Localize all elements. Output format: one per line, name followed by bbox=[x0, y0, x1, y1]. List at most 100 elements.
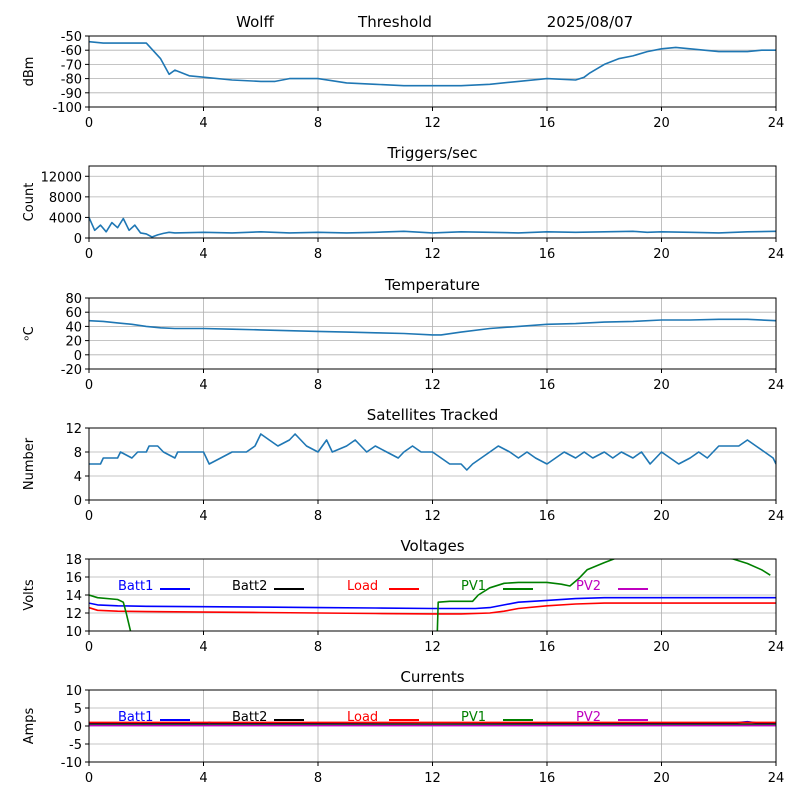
y-axis-label: Amps bbox=[22, 707, 37, 744]
y-tick-label: 18 bbox=[65, 553, 82, 568]
y-tick-label: 10 bbox=[65, 684, 82, 699]
y-tick-label: 12000 bbox=[41, 170, 82, 185]
x-tick-label: 8 bbox=[314, 640, 322, 655]
series-line-0 bbox=[89, 40, 776, 87]
y-tick-label: 0 bbox=[74, 720, 82, 735]
series-line-batt1 bbox=[89, 596, 776, 610]
y-tick-label: -60 bbox=[61, 44, 82, 59]
y-tick-label: 16 bbox=[65, 571, 82, 586]
x-tick-label: 20 bbox=[653, 640, 670, 655]
series-group bbox=[89, 433, 776, 471]
x-tick-label: 20 bbox=[653, 116, 670, 131]
y-tick-label: -50 bbox=[61, 30, 82, 45]
x-tick-label: 12 bbox=[424, 640, 441, 655]
x-tick-label: 8 bbox=[314, 116, 322, 131]
x-tick-label: 20 bbox=[653, 378, 670, 393]
y-tick-label: 20 bbox=[65, 335, 82, 350]
y-axis-label: Volts bbox=[22, 579, 37, 611]
chart-panel-4: 0 4 8 12 16 20 24 10 12 14 16 18 Voltages Volts Batt1 B… bbox=[22, 537, 784, 655]
series-line-0 bbox=[89, 217, 776, 238]
x-tick-label: 8 bbox=[314, 247, 322, 262]
legend-label-pv1: PV1 bbox=[461, 579, 486, 594]
x-tick-label: 12 bbox=[424, 247, 441, 262]
y-tick-label: -80 bbox=[61, 73, 82, 88]
y-tick-label: -100 bbox=[52, 101, 82, 116]
x-tick-label: 20 bbox=[653, 247, 670, 262]
legend-label-batt2: Batt2 bbox=[232, 710, 267, 725]
x-tick-label: 16 bbox=[539, 771, 556, 786]
series-group bbox=[89, 559, 776, 631]
x-tick-label: 8 bbox=[314, 771, 322, 786]
y-tick-label: -10 bbox=[61, 756, 82, 771]
x-tick-label: 4 bbox=[199, 247, 207, 262]
y-tick-label: 8 bbox=[74, 446, 82, 461]
series-group bbox=[89, 40, 776, 87]
x-tick-label: 4 bbox=[199, 771, 207, 786]
series-line-pv1 bbox=[89, 559, 771, 631]
legend-label-batt1: Batt1 bbox=[118, 710, 153, 725]
series-line-0 bbox=[89, 433, 776, 471]
header-station: Wolff bbox=[236, 13, 274, 31]
x-tick-label: 16 bbox=[539, 116, 556, 131]
series-line-load bbox=[89, 602, 776, 615]
y-tick-label: 12 bbox=[65, 607, 82, 622]
y-axis-label: Number bbox=[22, 437, 37, 490]
x-tick-label: 12 bbox=[424, 116, 441, 131]
y-tick-label: 4000 bbox=[49, 211, 82, 226]
x-tick-label: 16 bbox=[539, 509, 556, 524]
y-axis-label: ᵒC bbox=[22, 326, 37, 340]
legend-label-pv2: PV2 bbox=[576, 710, 601, 725]
y-tick-label: 80 bbox=[65, 292, 82, 307]
y-tick-label: 40 bbox=[65, 320, 82, 335]
series-group bbox=[89, 318, 776, 336]
x-tick-label: 24 bbox=[768, 247, 785, 262]
y-tick-label: -90 bbox=[61, 87, 82, 102]
y-tick-label: -20 bbox=[61, 363, 82, 378]
chart-panel-1: 0 4 8 12 16 20 24 0 4000 8000 12000 Triggers/sec Cou… bbox=[22, 144, 784, 262]
x-tick-label: 16 bbox=[539, 247, 556, 262]
x-tick-label: 0 bbox=[85, 509, 93, 524]
header-date: 2025/08/07 bbox=[547, 13, 633, 31]
y-tick-label: -5 bbox=[69, 738, 82, 753]
legend-label-load: Load bbox=[347, 579, 378, 594]
x-tick-label: 12 bbox=[424, 509, 441, 524]
y-tick-label: 12 bbox=[65, 422, 82, 437]
y-tick-label: 4 bbox=[74, 470, 82, 485]
x-tick-label: 12 bbox=[424, 771, 441, 786]
x-tick-label: 4 bbox=[199, 378, 207, 393]
x-tick-label: 24 bbox=[768, 640, 785, 655]
x-tick-label: 20 bbox=[653, 509, 670, 524]
y-tick-label: -70 bbox=[61, 58, 82, 73]
chart-title: Currents bbox=[400, 668, 464, 686]
x-tick-label: 24 bbox=[768, 771, 785, 786]
legend-label-pv2: PV2 bbox=[576, 579, 601, 594]
legend-label-pv1: PV1 bbox=[461, 710, 486, 725]
x-tick-label: 4 bbox=[199, 640, 207, 655]
y-tick-label: 60 bbox=[65, 306, 82, 321]
chart-title: Triggers/sec bbox=[387, 144, 478, 162]
legend-label-batt2: Batt2 bbox=[232, 579, 267, 594]
x-tick-label: 0 bbox=[85, 640, 93, 655]
x-tick-label: 0 bbox=[85, 247, 93, 262]
x-tick-label: 4 bbox=[199, 509, 207, 524]
series-line-0 bbox=[89, 318, 776, 336]
x-tick-label: 0 bbox=[85, 771, 93, 786]
x-tick-label: 24 bbox=[768, 378, 785, 393]
x-tick-label: 8 bbox=[314, 509, 322, 524]
x-tick-label: 24 bbox=[768, 509, 785, 524]
legend-label-batt1: Batt1 bbox=[118, 579, 153, 594]
series-group bbox=[89, 720, 776, 727]
x-tick-label: 4 bbox=[199, 116, 207, 131]
y-tick-label: 5 bbox=[74, 702, 82, 717]
x-tick-label: 12 bbox=[424, 378, 441, 393]
chart-panel-3: 0 4 8 12 16 20 24 0 4 8 12 Satellites Tracked Number bbox=[22, 406, 784, 524]
chart-panel-5: 0 4 8 12 16 20 24 -10 -5 0 5 10 Currents Amps Batt1 Bat… bbox=[22, 668, 784, 786]
header-label: Threshold bbox=[357, 13, 432, 31]
y-tick-label: 14 bbox=[65, 589, 82, 604]
chart-title: Temperature bbox=[384, 276, 480, 294]
chart-title: Voltages bbox=[400, 537, 464, 555]
y-tick-label: 8000 bbox=[49, 191, 82, 206]
